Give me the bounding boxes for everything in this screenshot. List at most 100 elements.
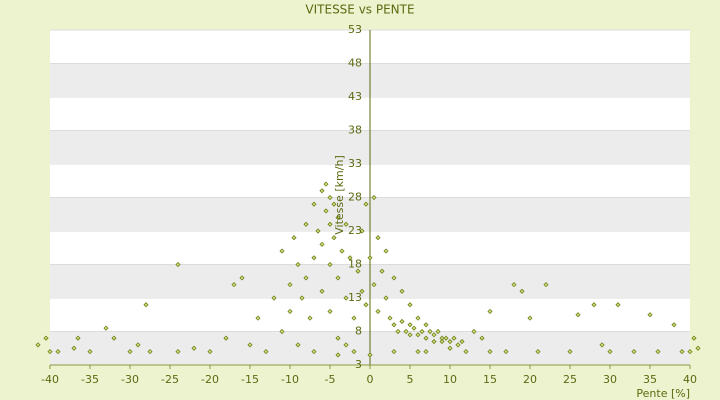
point [451,335,457,341]
y-tick-label: 8 [355,325,362,338]
point [383,295,389,301]
point [399,318,405,325]
point [75,335,81,341]
point [47,349,53,355]
point [391,322,397,328]
point [279,328,285,335]
point [287,282,293,288]
point [231,282,237,288]
point [607,349,613,355]
x-tick-label: 40 [683,373,697,386]
x-tick-label: -5 [325,373,336,386]
y-tick-label: 33 [348,157,362,170]
x-tick-label: 20 [523,373,537,386]
point [691,335,697,341]
point [87,349,93,355]
point [511,282,517,288]
point [463,349,469,355]
point [303,275,309,281]
point [615,302,621,308]
x-tick-label: -25 [161,373,179,386]
x-tick-label: -30 [121,373,139,386]
point [247,342,253,348]
point [527,315,533,321]
point [431,338,437,345]
point [327,221,333,227]
point [311,201,317,207]
point [331,201,337,207]
point [263,349,269,355]
point [71,345,77,351]
point [323,181,329,187]
point [319,188,325,194]
point [403,328,409,335]
point [339,248,345,254]
point [567,349,573,355]
point [279,248,285,254]
point [295,342,301,348]
point [391,275,397,281]
point [363,201,369,207]
point [443,335,449,341]
point [335,352,341,358]
y-tick-label: 28 [348,191,362,204]
point [387,315,393,321]
point [351,349,357,355]
point [35,342,41,348]
point [319,288,325,294]
point [327,308,333,314]
point [427,328,433,335]
point [347,255,353,261]
point [355,268,361,274]
point [335,275,341,281]
point [435,328,441,335]
point [327,194,333,201]
point [239,275,245,281]
point [343,295,349,301]
point [415,315,421,321]
point [631,349,637,355]
point [299,295,305,301]
point [147,349,153,355]
point [439,338,445,345]
chart-title: VITESSE vs PENTE [305,3,414,17]
point [367,352,373,358]
point [43,335,49,341]
point [407,302,413,308]
point [271,295,277,301]
point [423,322,429,328]
point [679,349,685,355]
point [319,241,325,247]
point [407,332,413,338]
point [323,208,329,214]
y-tick-label: 18 [348,258,362,271]
y-tick-label: 13 [348,291,362,304]
point [311,349,317,355]
y-tick-label: 43 [348,90,362,103]
y-tick-label: 38 [348,124,362,137]
plot-area [49,29,691,369]
point [371,282,377,288]
x-tick-label: 0 [367,373,374,386]
point [359,228,365,234]
y-axis-label: Vitesse [km/h] [333,155,346,235]
point [459,338,465,345]
point [175,349,181,355]
point [415,332,421,338]
point [423,335,429,341]
point [575,312,581,318]
point [143,302,149,308]
point [335,335,341,341]
point [471,328,477,335]
x-tick-label: -10 [281,373,299,386]
point [363,302,369,308]
point [407,322,413,328]
point [111,335,117,341]
point [295,261,301,268]
point [367,255,373,261]
x-tick-label: -40 [41,373,59,386]
point [415,349,421,355]
point [599,342,605,348]
